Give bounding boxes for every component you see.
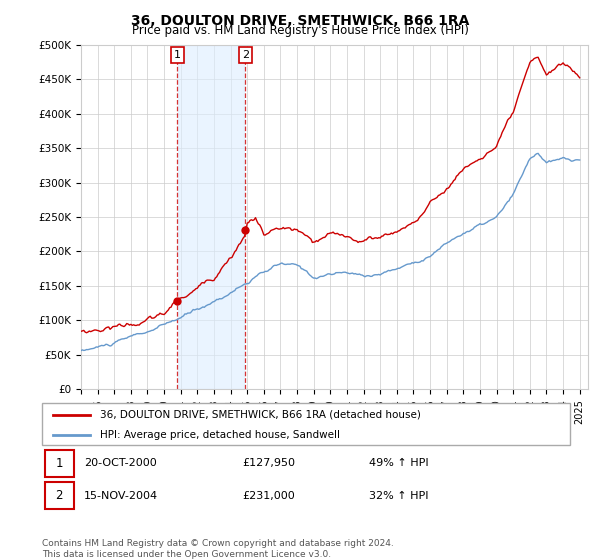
Text: 1: 1: [55, 457, 63, 470]
Text: 36, DOULTON DRIVE, SMETHWICK, B66 1RA (detached house): 36, DOULTON DRIVE, SMETHWICK, B66 1RA (d…: [100, 410, 421, 420]
Text: 36, DOULTON DRIVE, SMETHWICK, B66 1RA: 36, DOULTON DRIVE, SMETHWICK, B66 1RA: [131, 14, 469, 28]
Text: 32% ↑ HPI: 32% ↑ HPI: [370, 491, 429, 501]
Text: 1: 1: [174, 50, 181, 60]
Text: 2: 2: [55, 489, 63, 502]
FancyBboxPatch shape: [44, 450, 74, 477]
Text: HPI: Average price, detached house, Sandwell: HPI: Average price, detached house, Sand…: [100, 430, 340, 440]
FancyBboxPatch shape: [42, 403, 570, 445]
Text: Price paid vs. HM Land Registry's House Price Index (HPI): Price paid vs. HM Land Registry's House …: [131, 24, 469, 37]
Text: 15-NOV-2004: 15-NOV-2004: [84, 491, 158, 501]
FancyBboxPatch shape: [44, 482, 74, 509]
Text: £127,950: £127,950: [242, 459, 296, 469]
Text: Contains HM Land Registry data © Crown copyright and database right 2024.
This d: Contains HM Land Registry data © Crown c…: [42, 539, 394, 559]
Text: £231,000: £231,000: [242, 491, 295, 501]
Text: 2: 2: [242, 50, 249, 60]
Text: 49% ↑ HPI: 49% ↑ HPI: [370, 459, 429, 469]
Text: 20-OCT-2000: 20-OCT-2000: [84, 459, 157, 469]
